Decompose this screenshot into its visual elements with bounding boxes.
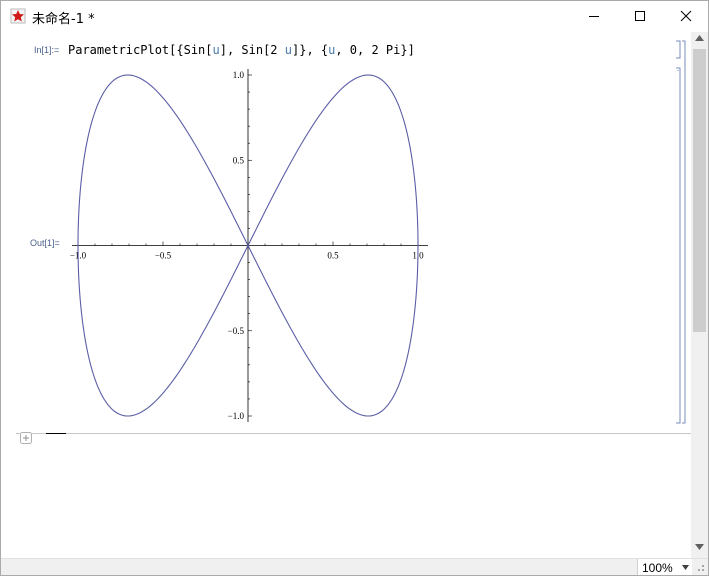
- input-label: In[1]:=: [34, 45, 60, 55]
- code-tail: , 0, 2 Pi}]: [335, 43, 415, 57]
- add-cell-icon[interactable]: [20, 432, 32, 444]
- x-tick-label: 0.5: [327, 251, 339, 261]
- maximize-icon: [635, 11, 645, 21]
- minimize-icon: [589, 16, 599, 17]
- maximize-button[interactable]: [617, 1, 663, 31]
- code-var: u: [284, 43, 292, 57]
- output-label: Out[1]=: [30, 238, 60, 248]
- scroll-up-icon[interactable]: [695, 35, 704, 41]
- parametric-curve: [77, 74, 419, 417]
- y-tick-label: −0.5: [228, 326, 245, 336]
- x-tick-label: −0.5: [155, 251, 172, 261]
- close-icon: [680, 10, 692, 22]
- mathematica-icon: [10, 8, 26, 24]
- close-button[interactable]: [663, 1, 708, 31]
- code-var: u: [328, 43, 336, 57]
- notebook-content[interactable]: In[1]:= ParametricPlot[{Sin[u], Sin[2 u]…: [1, 32, 691, 558]
- cell-insertion-line: [16, 433, 691, 434]
- code-mid: ]}, {: [292, 43, 329, 57]
- zoom-dropdown-icon[interactable]: [682, 565, 689, 570]
- status-bar: 100%: [1, 558, 708, 575]
- scrollbar-thumb[interactable]: [693, 49, 706, 332]
- scroll-down-icon[interactable]: [695, 544, 704, 550]
- y-tick-label: −1.0: [228, 411, 245, 421]
- code-head: ParametricPlot[{Sin[: [68, 43, 213, 57]
- text-cursor: [46, 433, 66, 434]
- vertical-scrollbar[interactable]: [691, 32, 708, 558]
- zoom-value: 100%: [642, 561, 673, 575]
- window-title: 未命名-1 *: [32, 12, 95, 27]
- cell-brackets[interactable]: [673, 40, 687, 430]
- code-mid: ], Sin[2: [219, 43, 285, 57]
- input-cell[interactable]: ParametricPlot[{Sin[u], Sin[2 u]}, {u, 0…: [68, 43, 415, 57]
- minimize-button[interactable]: [571, 1, 617, 31]
- y-tick-label: 1.0: [233, 70, 245, 80]
- code-var: u: [212, 43, 220, 57]
- zoom-control[interactable]: 100%: [637, 559, 692, 575]
- y-tick-label: 0.5: [233, 155, 245, 165]
- parametric-plot[interactable]: −1.0 −0.5 0.5 1.01.00.5−0.5−1.0: [63, 64, 433, 428]
- resize-grip-icon[interactable]: [695, 562, 705, 572]
- title-bar[interactable]: 未命名-1 *: [1, 1, 708, 31]
